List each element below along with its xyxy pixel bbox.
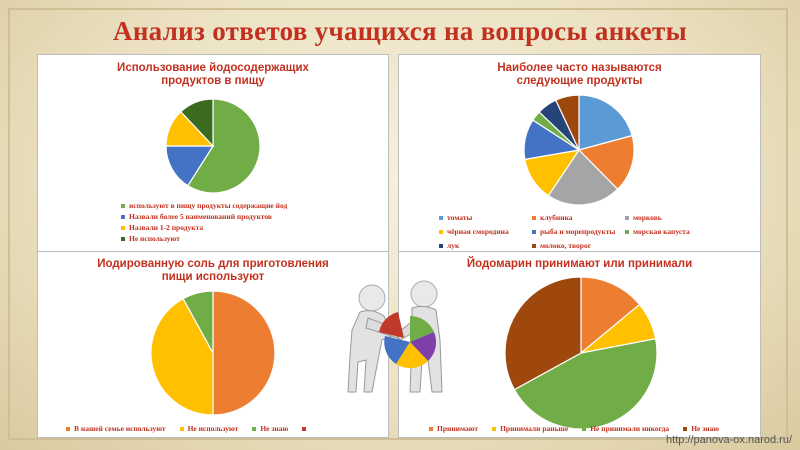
legend-item: Не используют bbox=[179, 424, 239, 433]
legend-label: молоко, творог bbox=[540, 241, 592, 250]
legend-label: Не принимали никогда bbox=[590, 424, 670, 433]
legend-label: Принимали раньше bbox=[500, 424, 569, 433]
pie-slice bbox=[179, 98, 214, 148]
legend-label: морская капуста bbox=[633, 227, 690, 236]
legend-item: В нашей семье используют bbox=[66, 424, 166, 433]
legend: Принимают Принимали раньше Не принимали ни… bbox=[429, 424, 733, 433]
legend-item: морковь bbox=[625, 213, 662, 222]
pie-chart-4 bbox=[504, 276, 658, 430]
legend-item: Не используют bbox=[121, 234, 180, 243]
legend-label: Назвали 1-2 продукта bbox=[129, 223, 204, 232]
pie-slice bbox=[547, 149, 619, 206]
legend-item: Назвали более 5 наименований продуктов bbox=[121, 212, 272, 221]
pie-slice bbox=[186, 98, 261, 194]
legend-marker bbox=[439, 244, 443, 249]
pie-slice bbox=[578, 94, 633, 151]
pie-chart-1 bbox=[165, 98, 261, 194]
legend-label: клубника bbox=[540, 213, 573, 222]
chart-title: Иодированную соль для приготовления пищи… bbox=[97, 258, 329, 283]
legend-marker bbox=[302, 427, 307, 432]
pie-slice bbox=[513, 338, 658, 430]
legend-marker bbox=[66, 427, 70, 432]
legend-marker bbox=[429, 427, 433, 432]
legend-marker bbox=[532, 244, 536, 249]
legend-item: лук bbox=[439, 241, 459, 250]
chart-title: Йодомарин принимают или принимали bbox=[466, 258, 693, 270]
legend-marker bbox=[492, 427, 497, 432]
legend-label: лук bbox=[447, 241, 460, 250]
pie-slice bbox=[182, 290, 214, 354]
chart-panel-iodized-salt: Иодированную соль для приготовления пищи… bbox=[37, 251, 389, 438]
pie-slice bbox=[580, 276, 641, 355]
legend-marker bbox=[625, 216, 629, 221]
legend-label: томаты bbox=[447, 213, 473, 222]
legend-marker bbox=[121, 226, 125, 231]
pie-slice bbox=[555, 94, 580, 151]
legend-label: Не используют bbox=[129, 234, 180, 243]
legend-label: В нашей семье используют bbox=[74, 424, 166, 433]
legend-item: клубника bbox=[532, 213, 573, 222]
legend-marker bbox=[121, 215, 125, 220]
legend-marker bbox=[121, 237, 125, 242]
legend-item: чёрная смородина bbox=[439, 227, 509, 236]
pie-slice bbox=[165, 145, 215, 187]
chart-panel-iodine-products: Использование йодосодержащих продуктов в… bbox=[37, 54, 389, 255]
legend: В нашей семье используют Не используют Не … bbox=[66, 424, 324, 433]
legend-label: Назвали более 5 наименований продуктов bbox=[129, 212, 272, 221]
legend-item: используют в пищу продукты содержащие йо… bbox=[121, 201, 287, 210]
legend-marker bbox=[532, 216, 536, 221]
legend-item: Не знаю bbox=[683, 424, 719, 433]
legend-marker bbox=[683, 427, 688, 432]
legend-item: томаты bbox=[439, 213, 472, 222]
chart-panel-iodomarin: Йодомарин принимают или принимали Приним… bbox=[398, 251, 761, 438]
pie-chart-3 bbox=[150, 290, 276, 416]
chart-title: Наиболее часто называются следующие прод… bbox=[497, 62, 662, 87]
legend-label: Не знаю bbox=[260, 424, 289, 433]
legend-marker bbox=[121, 204, 125, 209]
pie-chart-2 bbox=[523, 94, 635, 206]
legend-label: чёрная смородина bbox=[447, 227, 509, 236]
legend-marker bbox=[252, 427, 257, 432]
legend-item: молоко, творог bbox=[532, 241, 591, 250]
legend-label: Принимают bbox=[437, 424, 479, 433]
legend-item: рыба и морепродукты bbox=[532, 227, 615, 236]
pie-slice bbox=[577, 134, 635, 191]
legend-label: морковь bbox=[633, 213, 662, 222]
legend-item: Не знаю bbox=[252, 424, 288, 433]
slide-frame bbox=[8, 8, 788, 440]
legend-item: морская капуста bbox=[625, 227, 690, 236]
pie-slice bbox=[504, 276, 582, 391]
legend-marker bbox=[439, 216, 443, 221]
legend-label: рыба и морепродукты bbox=[540, 227, 616, 236]
chart-title: Использование йодосодержащих продуктов в… bbox=[117, 62, 309, 87]
legend-item: Принимают bbox=[429, 424, 478, 433]
legend-label: Не знаю bbox=[691, 424, 720, 433]
legend-marker bbox=[625, 230, 629, 235]
legend-item: Не принимали никогда bbox=[582, 424, 669, 433]
pie-slice bbox=[212, 290, 276, 416]
legend-label: используют в пищу продукты содержащие йо… bbox=[129, 201, 288, 210]
legend-marker bbox=[532, 230, 536, 235]
legend-marker bbox=[582, 427, 587, 432]
legend-item: Принимали раньше bbox=[492, 424, 568, 433]
pie-slice bbox=[150, 297, 214, 416]
legend-marker bbox=[439, 230, 443, 235]
legend-item bbox=[302, 424, 310, 433]
legend-item: Назвали 1-2 продукта bbox=[121, 223, 203, 232]
slide-title: Анализ ответов учащихся на вопросы анкет… bbox=[113, 16, 687, 46]
chart-panel-named-products: Наиболее часто называются следующие прод… bbox=[398, 54, 761, 255]
source-url: http://panova-ox.narod.ru/ bbox=[666, 434, 792, 446]
legend-label: Не используют bbox=[187, 424, 239, 433]
legend-marker bbox=[179, 427, 184, 432]
